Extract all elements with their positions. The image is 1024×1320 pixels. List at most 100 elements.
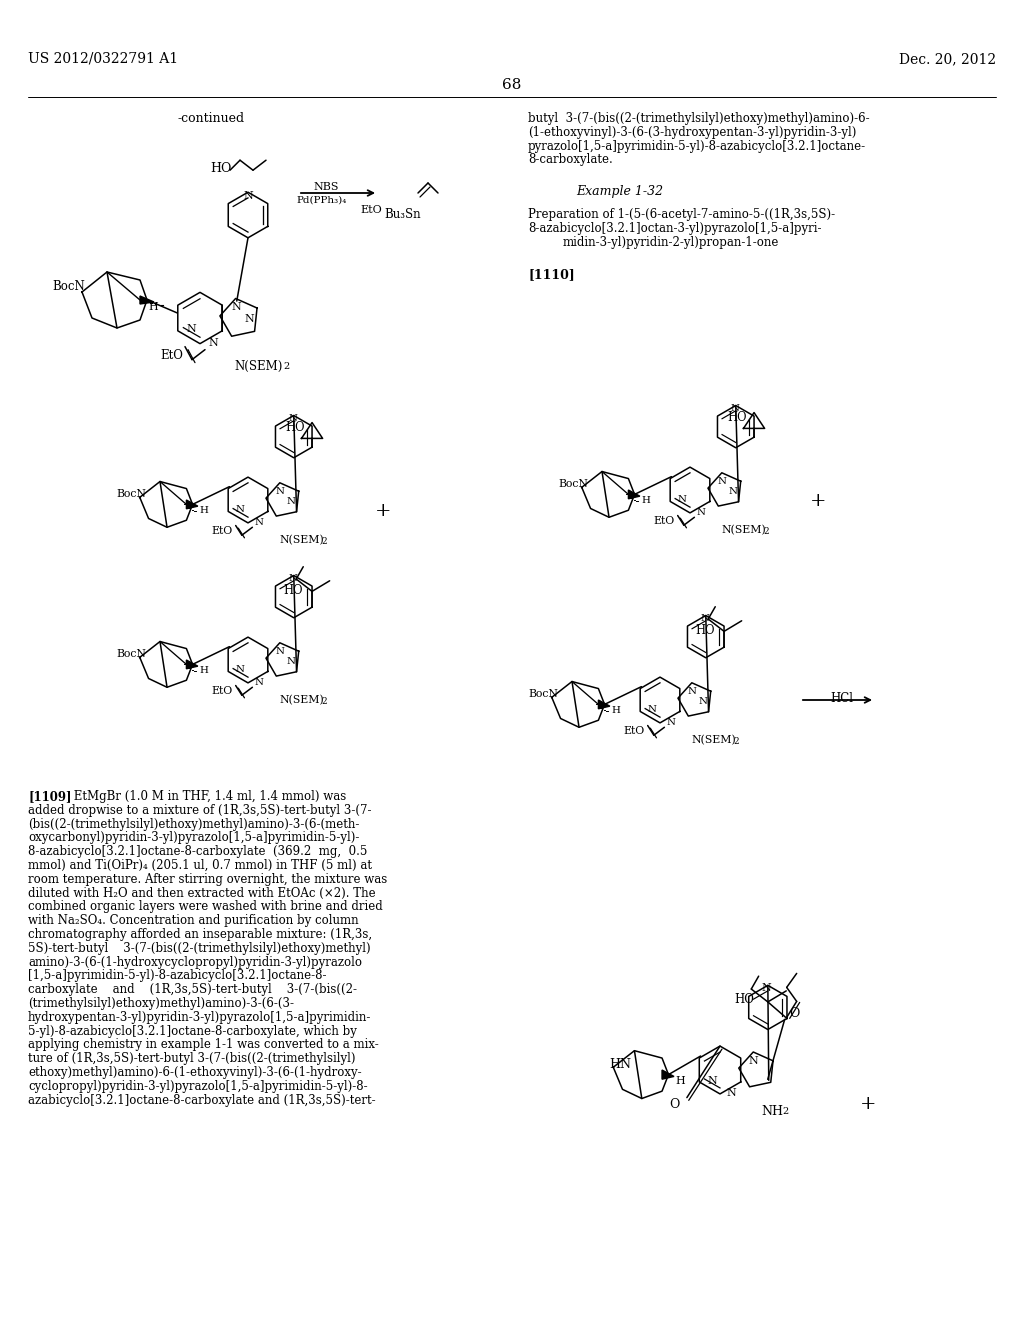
Text: EtO: EtO [211, 686, 232, 697]
Text: diluted with H₂O and then extracted with EtOAc (×2). The: diluted with H₂O and then extracted with… [28, 887, 376, 900]
Text: combined organic layers were washed with brine and dried: combined organic layers were washed with… [28, 900, 383, 913]
Text: HO: HO [286, 421, 305, 434]
Text: Preparation of 1-(5-(6-acetyl-7-amino-5-((1R,3s,5S)-: Preparation of 1-(5-(6-acetyl-7-amino-5-… [528, 209, 836, 220]
Text: N: N [289, 574, 298, 582]
Text: EtO: EtO [211, 527, 232, 536]
Polygon shape [186, 660, 198, 669]
Text: HO: HO [735, 993, 755, 1006]
Text: pyrazolo[1,5-a]pyrimidin-5-yl)-8-azabicyclo[3.2.1]octane-: pyrazolo[1,5-a]pyrimidin-5-yl)-8-azabicy… [528, 140, 866, 153]
Text: H: H [200, 506, 209, 515]
Text: with Na₂SO₄. Concentration and purification by column: with Na₂SO₄. Concentration and purificat… [28, 915, 358, 927]
Text: 2: 2 [763, 527, 769, 536]
Text: HO: HO [728, 411, 748, 424]
Text: midin-3-yl)pyridin-2-yl)propan-1-one: midin-3-yl)pyridin-2-yl)propan-1-one [563, 235, 779, 248]
Text: N: N [729, 487, 738, 496]
Text: N: N [749, 1056, 759, 1067]
Polygon shape [140, 296, 154, 304]
Text: applying chemistry in example 1-1 was converted to a mix-: applying chemistry in example 1-1 was co… [28, 1039, 379, 1052]
Text: Example 1-32: Example 1-32 [577, 185, 664, 198]
Text: N: N [243, 191, 253, 201]
Text: N: N [208, 338, 218, 348]
Text: Dec. 20, 2012: Dec. 20, 2012 [899, 51, 996, 66]
Text: N: N [667, 718, 675, 726]
Text: N: N [275, 487, 285, 496]
Text: H: H [148, 302, 158, 312]
Text: H: H [611, 706, 621, 715]
Text: -continued: -continued [178, 112, 245, 125]
Text: butyl  3-(7-(bis((2-(trimethylsilyl)ethoxy)methyl)amino)-6-: butyl 3-(7-(bis((2-(trimethylsilyl)ethox… [528, 112, 869, 125]
Text: HO: HO [283, 585, 302, 598]
Text: room temperature. After stirring overnight, the mixture was: room temperature. After stirring overnig… [28, 873, 387, 886]
Polygon shape [663, 1071, 674, 1080]
Text: +: + [860, 1096, 877, 1113]
Text: N: N [275, 647, 285, 656]
Text: [1110]: [1110] [528, 268, 574, 281]
Text: N: N [186, 323, 196, 334]
Text: [1109]: [1109] [28, 789, 72, 803]
Text: H: H [200, 667, 209, 675]
Polygon shape [598, 700, 610, 709]
Text: Bu₃Sn: Bu₃Sn [384, 209, 421, 220]
Text: N: N [236, 506, 245, 515]
Text: N: N [696, 508, 706, 516]
Text: BocN: BocN [52, 280, 85, 293]
Text: HO: HO [210, 162, 231, 176]
Text: N: N [708, 1076, 717, 1085]
Text: EtMgBr (1.0 M in THF, 1.4 ml, 1.4 mmol) was: EtMgBr (1.0 M in THF, 1.4 ml, 1.4 mmol) … [70, 789, 346, 803]
Text: BocN: BocN [528, 689, 558, 698]
Text: N: N [647, 705, 656, 714]
Text: amino)-3-(6-(1-hydroxycyclopropyl)pyridin-3-yl)pyrazolo: amino)-3-(6-(1-hydroxycyclopropyl)pyridi… [28, 956, 362, 969]
Text: N: N [678, 495, 687, 504]
Text: US 2012/0322791 A1: US 2012/0322791 A1 [28, 51, 178, 66]
Text: N: N [245, 314, 255, 323]
Text: 2: 2 [322, 697, 327, 706]
Text: EtO: EtO [653, 516, 674, 527]
Text: 8-carboxylate.: 8-carboxylate. [528, 153, 612, 166]
Text: 2: 2 [782, 1106, 788, 1115]
Text: O: O [670, 1098, 680, 1110]
Polygon shape [629, 490, 640, 499]
Text: BocN: BocN [116, 488, 145, 499]
Text: chromatography afforded an inseparable mixture: (1R,3s,: chromatography afforded an inseparable m… [28, 928, 372, 941]
Polygon shape [186, 500, 198, 508]
Text: N: N [762, 983, 772, 994]
Text: BocN: BocN [558, 479, 588, 488]
Text: N(SEM): N(SEM) [234, 360, 283, 374]
Text: (trimethylsilyl)ethoxy)methyl)amino)-3-(6-(3-: (trimethylsilyl)ethoxy)methyl)amino)-3-(… [28, 997, 294, 1010]
Text: added dropwise to a mixture of (1R,3s,5S)-tert-butyl 3-(7-: added dropwise to a mixture of (1R,3s,5S… [28, 804, 372, 817]
Text: mmol) and Ti(OiPr)₄ (205.1 ul, 0.7 mmol) in THF (5 ml) at: mmol) and Ti(OiPr)₄ (205.1 ul, 0.7 mmol)… [28, 859, 372, 873]
Text: (1-ethoxyvinyl)-3-(6-(3-hydroxypentan-3-yl)pyridin-3-yl): (1-ethoxyvinyl)-3-(6-(3-hydroxypentan-3-… [528, 125, 856, 139]
Text: N(SEM): N(SEM) [691, 735, 736, 746]
Text: 2: 2 [284, 362, 290, 371]
Text: ture of (1R,3s,5S)-tert-butyl 3-(7-(bis((2-(trimethylsilyl): ture of (1R,3s,5S)-tert-butyl 3-(7-(bis(… [28, 1052, 355, 1065]
Text: N: N [699, 697, 708, 706]
Text: BocN: BocN [116, 648, 145, 659]
Text: +: + [810, 492, 826, 510]
Text: O: O [790, 1007, 800, 1020]
Text: 68: 68 [503, 78, 521, 92]
Text: (bis((2-(trimethylsilyl)ethoxy)methyl)amino)-3-(6-(meth-: (bis((2-(trimethylsilyl)ethoxy)methyl)am… [28, 817, 359, 830]
Text: EtO: EtO [360, 205, 382, 215]
Text: [1,5-a]pyrimidin-5-yl)-8-azabicyclo[3.2.1]octane-8-: [1,5-a]pyrimidin-5-yl)-8-azabicyclo[3.2.… [28, 969, 327, 982]
Text: carboxylate    and    (1R,3s,5S)-tert-butyl    3-(7-(bis((2-: carboxylate and (1R,3s,5S)-tert-butyl 3-… [28, 983, 357, 997]
Text: NH: NH [762, 1105, 783, 1118]
Text: N(SEM): N(SEM) [280, 535, 324, 545]
Text: N: N [254, 677, 263, 686]
Text: +: + [375, 502, 391, 520]
Text: HN: HN [609, 1059, 632, 1071]
Text: EtO: EtO [623, 726, 644, 737]
Text: cyclopropyl)pyridin-3-yl)pyrazolo[1,5-a]pyrimidin-5-yl)-8-: cyclopropyl)pyridin-3-yl)pyrazolo[1,5-a]… [28, 1080, 368, 1093]
Text: N: N [254, 517, 263, 527]
Text: N: N [726, 1089, 736, 1098]
Text: oxycarbonyl)pyridin-3-yl)pyrazolo[1,5-a]pyrimidin-5-yl)-: oxycarbonyl)pyridin-3-yl)pyrazolo[1,5-a]… [28, 832, 359, 845]
Text: hydroxypentan-3-yl)pyridin-3-yl)pyrazolo[1,5-a]pyrimidin-: hydroxypentan-3-yl)pyridin-3-yl)pyrazolo… [28, 1011, 372, 1024]
Text: ethoxy)methyl)amino)-6-(1-ethoxyvinyl)-3-(6-(1-hydroxy-: ethoxy)methyl)amino)-6-(1-ethoxyvinyl)-3… [28, 1067, 361, 1078]
Text: azabicyclo[3.2.1]octane-8-carboxylate and (1R,3s,5S)-tert-: azabicyclo[3.2.1]octane-8-carboxylate an… [28, 1093, 376, 1106]
Text: N: N [687, 686, 696, 696]
Text: 5-yl)-8-azabicyclo[3.2.1]octane-8-carboxylate, which by: 5-yl)-8-azabicyclo[3.2.1]octane-8-carbox… [28, 1024, 357, 1038]
Text: HO: HO [695, 624, 715, 638]
Text: 2: 2 [733, 737, 739, 746]
Text: H: H [642, 496, 650, 506]
Text: 8-azabicyclo[3.2.1]octan-3-yl)pyrazolo[1,5-a]pyri-: 8-azabicyclo[3.2.1]octan-3-yl)pyrazolo[1… [528, 222, 821, 235]
Text: EtO: EtO [160, 348, 183, 362]
